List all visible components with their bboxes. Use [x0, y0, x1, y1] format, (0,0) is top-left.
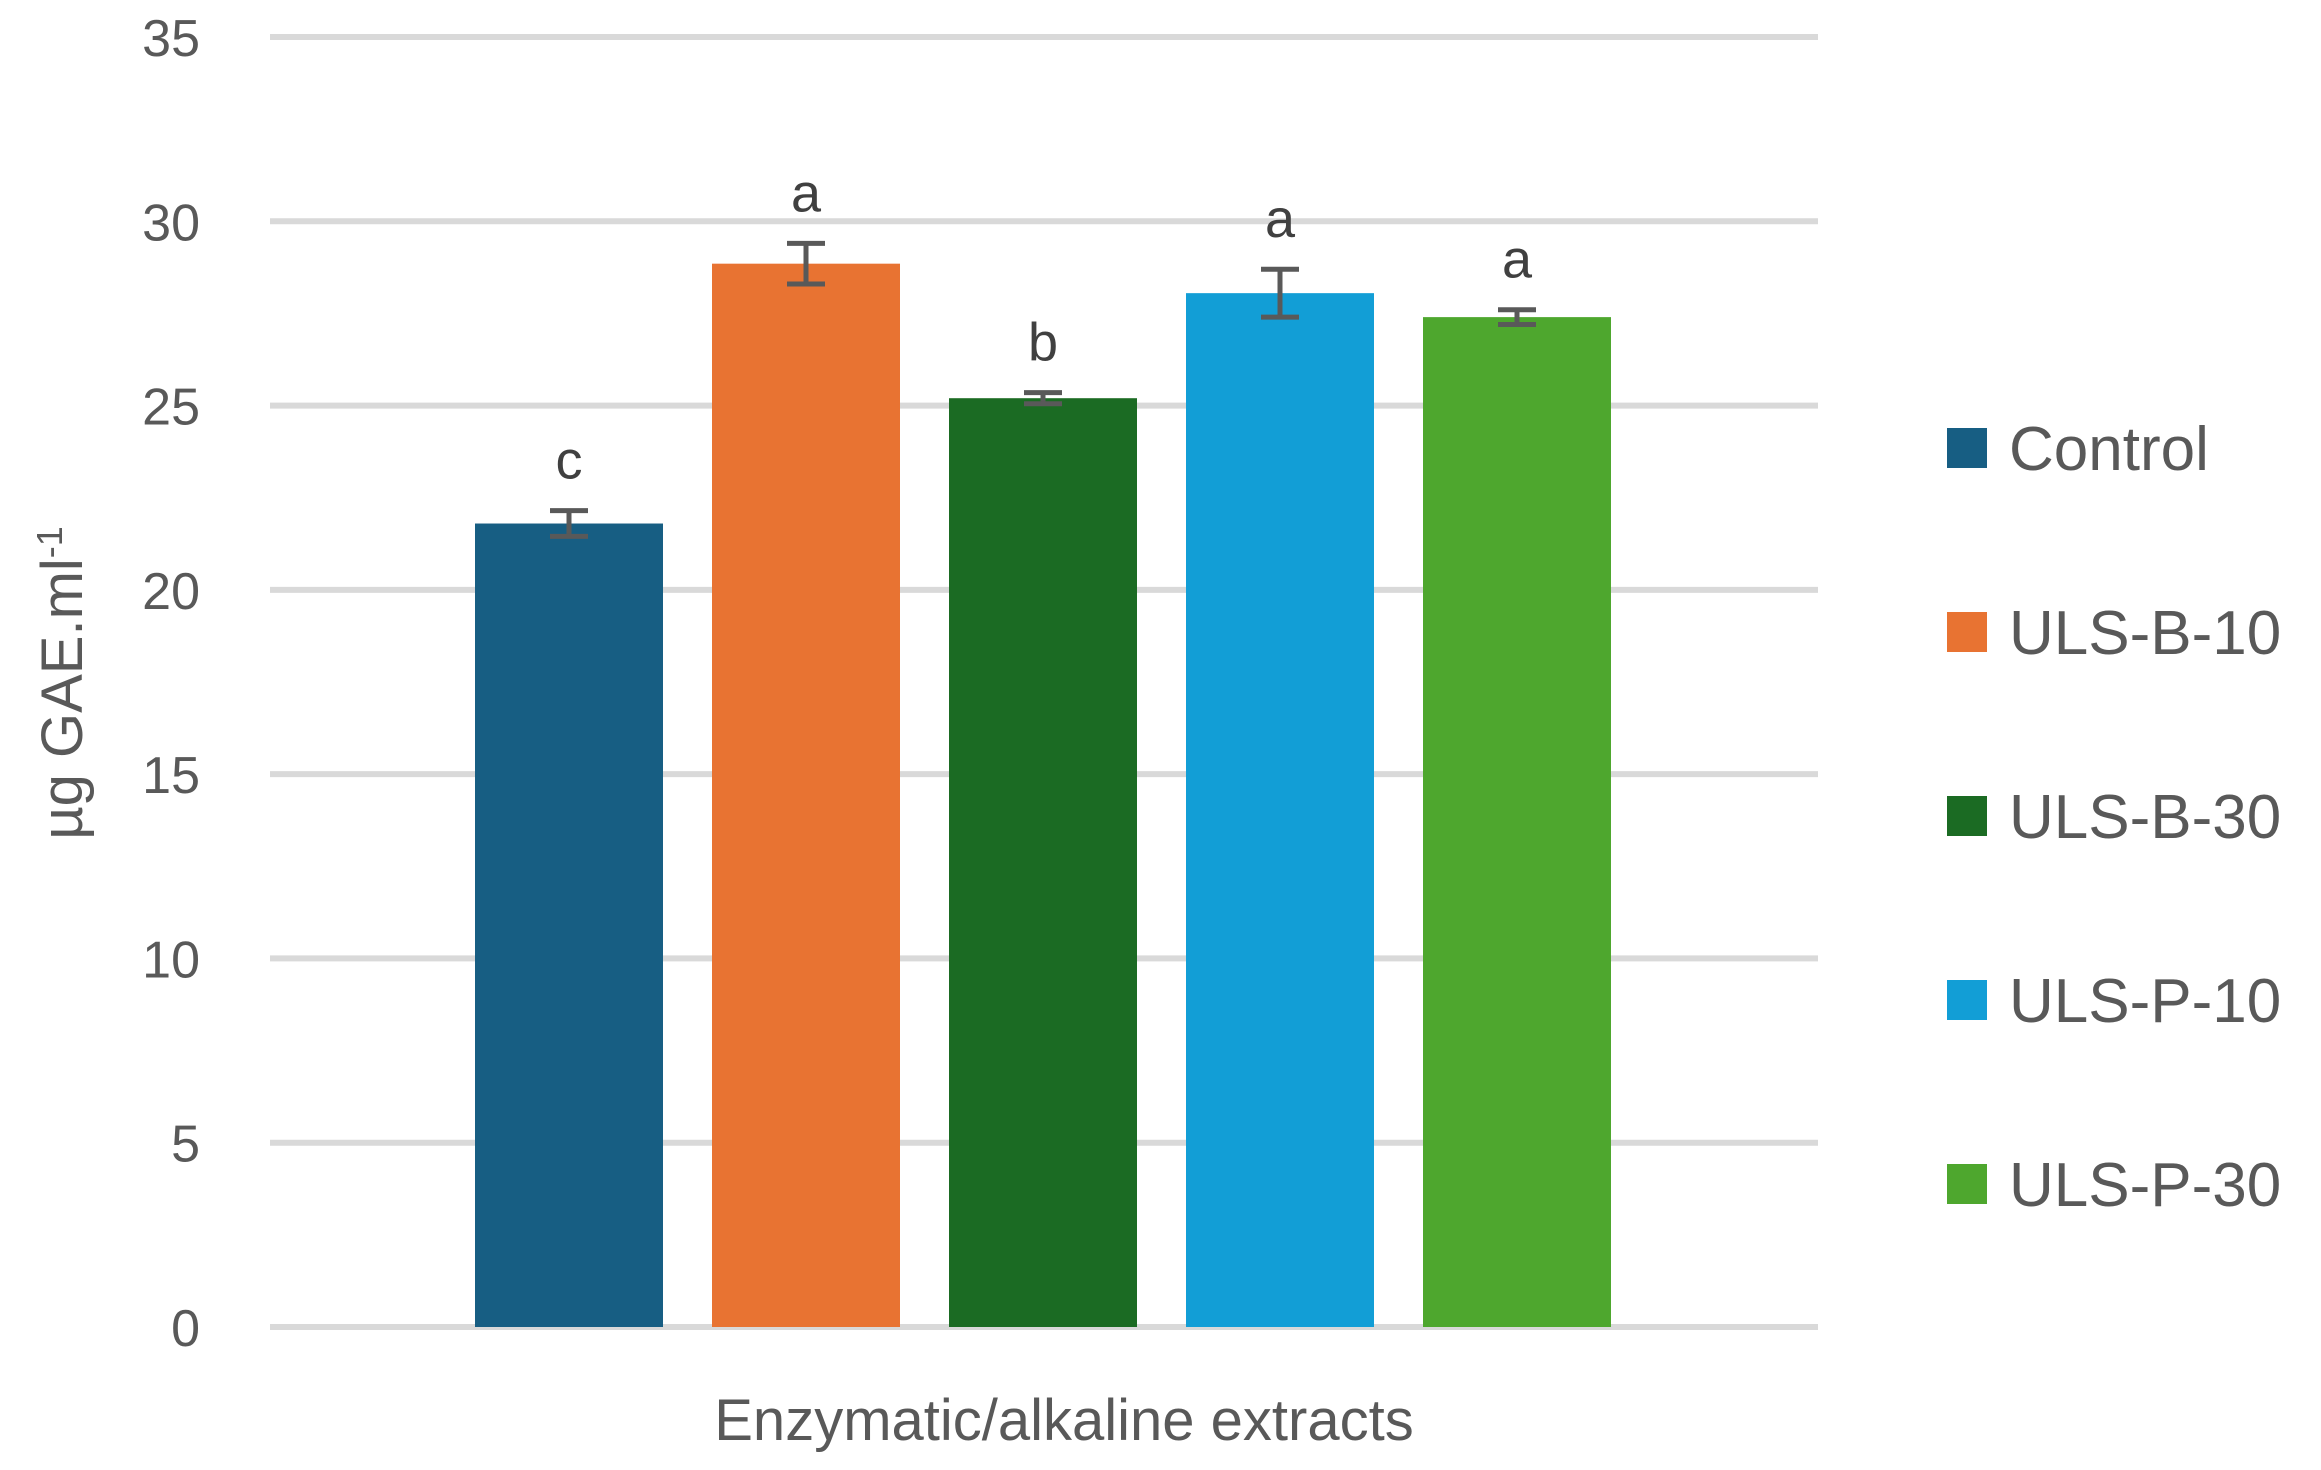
legend-label: ULS-B-30: [2009, 783, 2281, 852]
legend-swatch: [1947, 428, 1987, 468]
error-bar-uls-p-30: [1498, 307, 1536, 327]
y-tick-labels: 0 5 10 15 20 25 30 35: [142, 10, 200, 1358]
y-tick-label: 5: [171, 1116, 200, 1174]
error-bar-uls-b-10: [787, 240, 825, 287]
significance-label: b: [1028, 313, 1058, 373]
legend-label: Control: [2009, 415, 2209, 484]
significance-label: c: [556, 431, 583, 491]
legend-label: ULS-P-10: [2009, 967, 2281, 1036]
y-axis-title-superscript: -1: [29, 526, 70, 558]
y-tick-label: 35: [142, 10, 200, 68]
error-bars: [550, 240, 1536, 539]
legend-label: ULS-P-30: [2009, 1151, 2281, 1220]
y-tick-label: 20: [142, 563, 200, 621]
legend-swatch: [1947, 1164, 1987, 1204]
significance-labels: c a b a a: [556, 163, 1533, 490]
bar-uls-b-10: [712, 263, 900, 1328]
significance-label: a: [1265, 189, 1296, 249]
y-tick-label: 30: [142, 194, 200, 252]
bar-uls-p-30: [1423, 317, 1611, 1328]
y-tick-label: 25: [142, 379, 200, 437]
y-tick-label: 10: [142, 931, 200, 989]
bar-uls-b-30: [949, 398, 1137, 1327]
legend-swatch: [1947, 796, 1987, 836]
legend-item-uls-p-10: ULS-P-10: [1947, 967, 2281, 1036]
significance-label: a: [1502, 230, 1533, 290]
error-bar-control: [550, 508, 588, 539]
legend-item-uls-b-10: ULS-B-10: [1947, 599, 2281, 668]
significance-label: a: [791, 163, 822, 223]
y-axis-title: µg GAE.ml-1: [29, 526, 96, 840]
y-axis-title-main: µg GAE.ml: [30, 558, 95, 840]
error-bar-uls-b-30: [1024, 390, 1062, 407]
error-bar-uls-p-10: [1261, 266, 1299, 320]
y-tick-label: 15: [142, 747, 200, 805]
x-axis-title: Enzymatic/alkaline extracts: [714, 1388, 1413, 1453]
legend-item-control: Control: [1947, 415, 2209, 484]
legend-label: ULS-B-10: [2009, 599, 2281, 668]
legend-swatch: [1947, 612, 1987, 652]
legend-item-uls-b-30: ULS-B-30: [1947, 783, 2281, 852]
bar-control: [475, 523, 663, 1327]
bar-uls-p-10: [1186, 293, 1374, 1328]
legend-swatch: [1947, 980, 1987, 1020]
legend-item-uls-p-30: ULS-P-30: [1947, 1151, 2281, 1220]
y-tick-label: 0: [171, 1300, 200, 1358]
bars: [475, 263, 1611, 1328]
legend: Control ULS-B-10 ULS-B-30 ULS-P-10 ULS-P-30: [1947, 415, 2281, 1220]
